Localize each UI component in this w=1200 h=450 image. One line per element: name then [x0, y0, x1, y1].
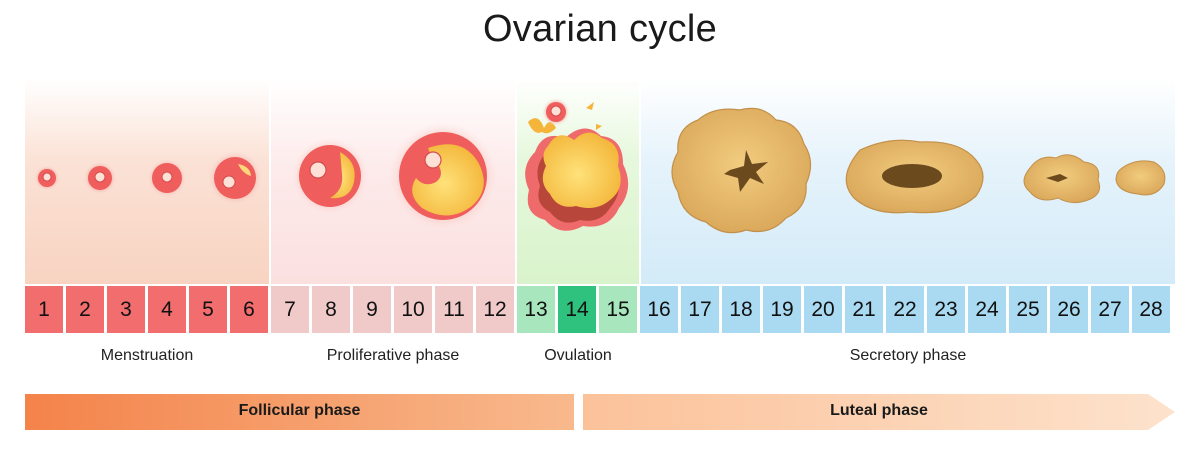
day-cell-21: 21 — [845, 286, 883, 333]
day-cell-3: 3 — [107, 286, 145, 333]
day-strip: 1 2 3 4 5 6 7 8 9 10 11 12 13 14 15 16 17 18 19 20 21 22 23 24 2… — [25, 286, 1175, 333]
menstruation-panel — [25, 78, 269, 284]
day-cell-12: 12 — [476, 286, 514, 333]
day-cell-10: 10 — [394, 286, 432, 333]
phase-label-secretory: Secretory phase — [849, 347, 967, 364]
day-cell-25: 25 — [1009, 286, 1047, 333]
phase-label-menstruation: Menstruation — [100, 347, 194, 364]
day-cell-28: 28 — [1132, 286, 1170, 333]
day-cell-17: 17 — [681, 286, 719, 333]
day-cell-9: 9 — [353, 286, 391, 333]
follicular-phase-label: Follicular phase — [238, 402, 361, 419]
day-cell-23: 23 — [927, 286, 965, 333]
day-cell-14: 14 — [558, 286, 596, 333]
day-cell-1: 1 — [25, 286, 63, 333]
follicular-arrow — [25, 394, 574, 430]
day-cell-16: 16 — [640, 286, 678, 333]
day-cell-2: 2 — [66, 286, 104, 333]
diagram-title: Ovarian cycle — [482, 8, 718, 50]
luteal-phase-label: Luteal phase — [830, 402, 928, 419]
day-cell-18: 18 — [722, 286, 760, 333]
day-cell-22: 22 — [886, 286, 924, 333]
ovulation-panel — [517, 78, 639, 284]
day-cell-20: 20 — [804, 286, 842, 333]
day-cell-27: 27 — [1091, 286, 1129, 333]
phase-arrows — [25, 394, 1175, 430]
day-cell-19: 19 — [763, 286, 801, 333]
luteal-arrow — [583, 394, 1175, 430]
secretory-panel — [641, 78, 1175, 284]
proliferative-panel — [271, 78, 515, 284]
day-cell-11: 11 — [435, 286, 473, 333]
day-cell-5: 5 — [189, 286, 227, 333]
phase-label-proliferative: Proliferative phase — [326, 347, 460, 364]
day-cell-8: 8 — [312, 286, 350, 333]
day-cell-13: 13 — [517, 286, 555, 333]
day-cell-26: 26 — [1050, 286, 1088, 333]
day-cell-6: 6 — [230, 286, 268, 333]
day-cell-24: 24 — [968, 286, 1006, 333]
phase-label-ovulation: Ovulation — [544, 347, 612, 364]
day-cell-7: 7 — [271, 286, 309, 333]
day-cell-15: 15 — [599, 286, 637, 333]
day-cell-4: 4 — [148, 286, 186, 333]
